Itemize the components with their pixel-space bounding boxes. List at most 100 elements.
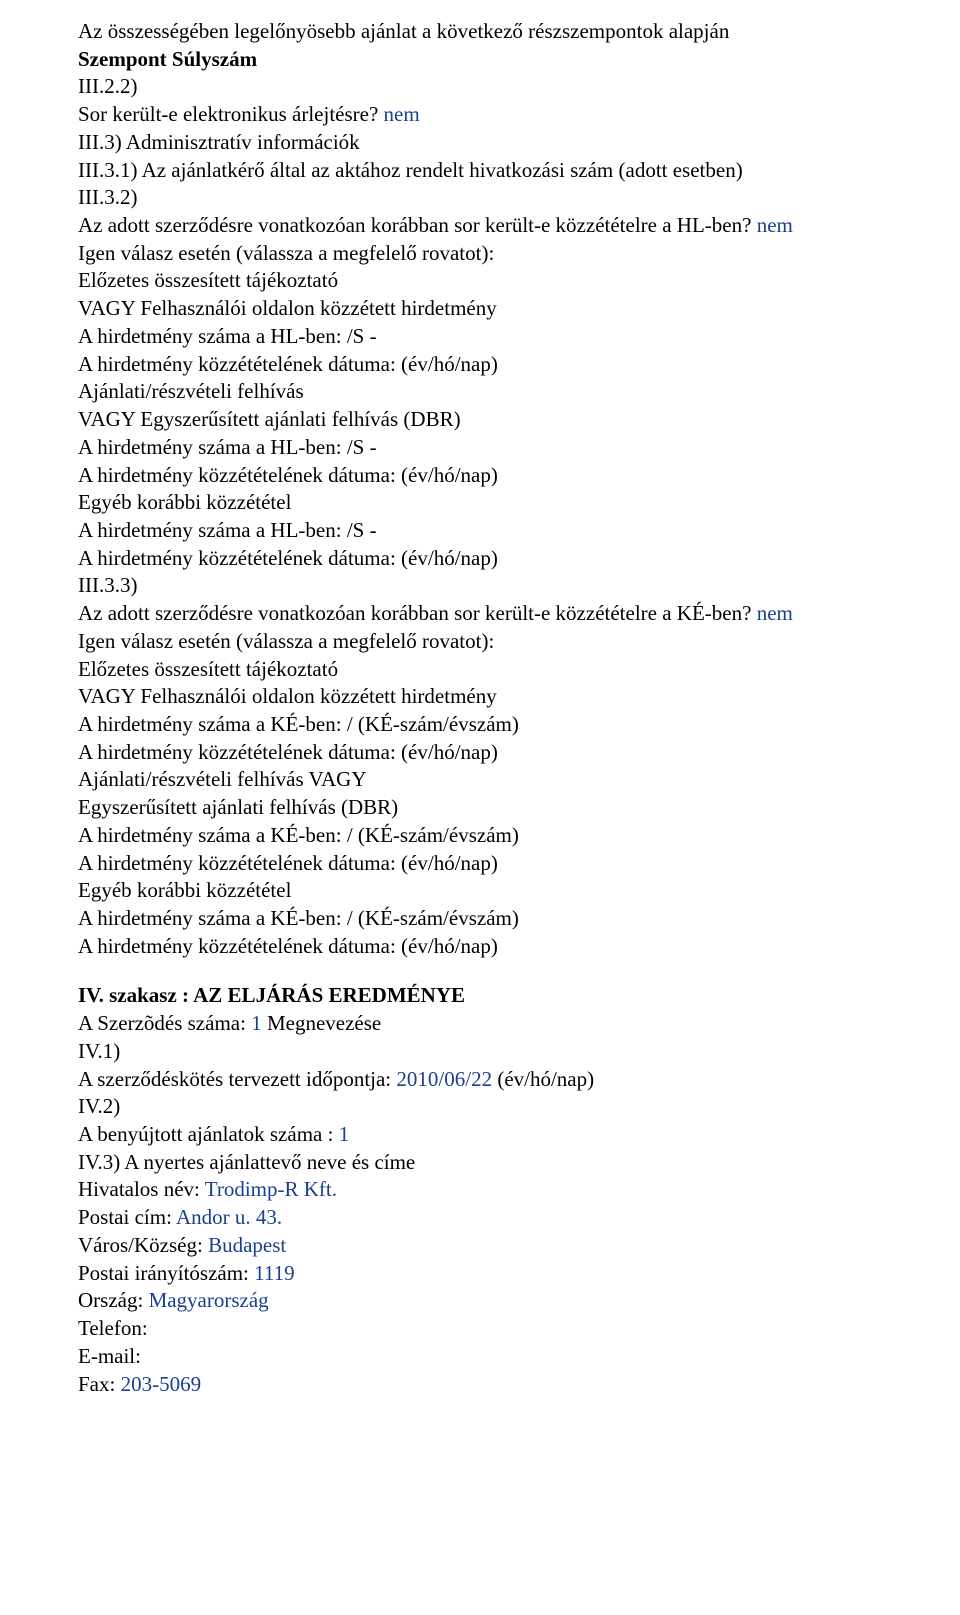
offer-count-line: A benyújtott ajánlatok száma : 1 — [78, 1121, 882, 1149]
value: Andor u. 43. — [176, 1205, 282, 1229]
text-line: A hirdetmény közzétételének dátuma: (év/… — [78, 351, 882, 379]
text-line: A hirdetmény közzétételének dátuma: (év/… — [78, 850, 882, 878]
text: Ajánlati/részvételi felhívás VAGY — [78, 767, 366, 791]
text: Az adott szerződésre vonatkozóan korábba… — [78, 601, 757, 625]
city-line: Város/Község: Budapest — [78, 1232, 882, 1260]
text-line: Ajánlati/részvételi felhívás — [78, 378, 882, 406]
section-spacer — [78, 960, 882, 982]
section-number: IV.1) — [78, 1038, 882, 1066]
text-line: A hirdetmény közzétételének dátuma: (év/… — [78, 739, 882, 767]
value: Trodimp-R Kft. — [205, 1177, 337, 1201]
text: Egyéb korábbi közzététel — [78, 490, 291, 514]
text-line: A hirdetmény száma a HL-ben: /S - — [78, 517, 882, 545]
text: IV.3) A nyertes ajánlattevő neve és címe — [78, 1150, 415, 1174]
text: Szempont Súlyszám — [78, 47, 257, 71]
text: A hirdetmény közzétételének dátuma: (év/… — [78, 546, 498, 570]
text: Előzetes összesített tájékoztató — [78, 268, 338, 292]
telephone-line: Telefon: — [78, 1315, 882, 1343]
contract-number-line: A Szerzõdés száma: 1 Megnevezése — [78, 1010, 882, 1038]
question-line: Sor került-e elektronikus árlejtésre? ne… — [78, 101, 882, 129]
text: Megnevezése — [262, 1011, 382, 1035]
section-number: IV.3) A nyertes ajánlattevő neve és címe — [78, 1149, 882, 1177]
text-line: Ajánlati/részvételi felhívás VAGY — [78, 766, 882, 794]
text-line: A hirdetmény száma a HL-ben: /S - — [78, 434, 882, 462]
country-line: Ország: Magyarország — [78, 1287, 882, 1315]
text-line: A hirdetmény közzétételének dátuma: (év/… — [78, 933, 882, 961]
section-number: III.2.2) — [78, 73, 882, 101]
text: Hivatalos név: — [78, 1177, 205, 1201]
text-line: Előzetes összesített tájékoztató — [78, 656, 882, 684]
text: III.3) Adminisztratív információk — [78, 130, 360, 154]
official-name-line: Hivatalos név: Trodimp-R Kft. — [78, 1176, 882, 1204]
text-line: A hirdetmény közzétételének dátuma: (év/… — [78, 462, 882, 490]
text-line: Egyéb korábbi közzététel — [78, 877, 882, 905]
text: III.3.1) Az ajánlatkérő által az aktához… — [78, 158, 743, 182]
text: Egyéb korábbi közzététel — [78, 878, 291, 902]
text: VAGY Egyszerűsített ajánlati felhívás (D… — [78, 407, 461, 431]
text: III.3.2) — [78, 185, 137, 209]
text: A szerződéskötés tervezett időpontja: — [78, 1067, 396, 1091]
text-line: III.3.1) Az ajánlatkérő által az aktához… — [78, 157, 882, 185]
text: A hirdetmény közzétételének dátuma: (év/… — [78, 851, 498, 875]
email-line: E-mail: — [78, 1343, 882, 1371]
contract-date-line: A szerződéskötés tervezett időpontja: 20… — [78, 1066, 882, 1094]
section-number: IV.2) — [78, 1093, 882, 1121]
text-line: VAGY Egyszerűsített ajánlati felhívás (D… — [78, 406, 882, 434]
text: VAGY Felhasználói oldalon közzétett hird… — [78, 296, 497, 320]
text: A hirdetmény közzétételének dátuma: (év/… — [78, 934, 498, 958]
text-line: A hirdetmény közzétételének dátuma: (év/… — [78, 545, 882, 573]
text: IV. szakasz : AZ ELJÁRÁS EREDMÉNYE — [78, 983, 465, 1007]
section-number: III.3.3) — [78, 572, 882, 600]
section-iv-heading: IV. szakasz : AZ ELJÁRÁS EREDMÉNYE — [78, 982, 882, 1010]
text: Az összességében legelőnyösebb ajánlat a… — [78, 19, 729, 43]
text: A hirdetmény száma a HL-ben: /S - — [78, 324, 377, 348]
text: Igen válasz esetén (válassza a megfelelő… — [78, 241, 494, 265]
value: 1119 — [254, 1261, 294, 1285]
fax-line: Fax: 203-5069 — [78, 1371, 882, 1399]
postal-code-line: Postai irányítószám: 1119 — [78, 1260, 882, 1288]
text: Előzetes összesített tájékoztató — [78, 657, 338, 681]
text: Postai irányítószám: — [78, 1261, 254, 1285]
text: Ajánlati/részvételi felhívás — [78, 379, 304, 403]
postal-address-line: Postai cím: Andor u. 43. — [78, 1204, 882, 1232]
text-line: A hirdetmény száma a KÉ-ben: / (KÉ-szám/… — [78, 905, 882, 933]
value: Budapest — [208, 1233, 286, 1257]
text: IV.2) — [78, 1094, 120, 1118]
text: A benyújtott ajánlatok száma : — [78, 1122, 339, 1146]
text: Ország: — [78, 1288, 149, 1312]
text: A hirdetmény száma a KÉ-ben: / (KÉ-szám/… — [78, 823, 519, 847]
text: Egyszerűsített ajánlati felhívás (DBR) — [78, 795, 398, 819]
question-line: Az adott szerződésre vonatkozóan korábba… — [78, 212, 882, 240]
text-line: Igen válasz esetén (válassza a megfelelő… — [78, 240, 882, 268]
text-line: VAGY Felhasználói oldalon közzétett hird… — [78, 295, 882, 323]
heading-szempont: Szempont Súlyszám — [78, 46, 882, 74]
text: VAGY Felhasználói oldalon közzétett hird… — [78, 684, 497, 708]
text: Város/Község: — [78, 1233, 208, 1257]
text: Telefon: — [78, 1316, 148, 1340]
answer-value: nem — [757, 213, 793, 237]
value: Magyarország — [149, 1288, 269, 1312]
value: 2010/06/22 — [396, 1067, 492, 1091]
text-line: A hirdetmény száma a HL-ben: /S - — [78, 323, 882, 351]
answer-value: nem — [384, 102, 420, 126]
text: A Szerzõdés száma: — [78, 1011, 251, 1035]
text: Fax: — [78, 1372, 121, 1396]
value: 1 — [339, 1122, 350, 1146]
text: A hirdetmény száma a HL-ben: /S - — [78, 435, 377, 459]
text: (év/hó/nap) — [492, 1067, 594, 1091]
text: A hirdetmény száma a HL-ben: /S - — [78, 518, 377, 542]
text: A hirdetmény közzétételének dátuma: (év/… — [78, 352, 498, 376]
text-line: Előzetes összesített tájékoztató — [78, 267, 882, 295]
question-line: Az adott szerződésre vonatkozóan korábba… — [78, 600, 882, 628]
text: III.2.2) — [78, 74, 137, 98]
text: Sor került-e elektronikus árlejtésre? — [78, 102, 384, 126]
answer-value: nem — [757, 601, 793, 625]
text-line: Igen válasz esetén (válassza a megfelelő… — [78, 628, 882, 656]
text-line: A hirdetmény száma a KÉ-ben: / (KÉ-szám/… — [78, 822, 882, 850]
section-number: III.3) Adminisztratív információk — [78, 129, 882, 157]
text-line: Egyszerűsített ajánlati felhívás (DBR) — [78, 794, 882, 822]
text: A hirdetmény közzétételének dátuma: (év/… — [78, 463, 498, 487]
text: Az adott szerződésre vonatkozóan korábba… — [78, 213, 757, 237]
text: Postai cím: — [78, 1205, 176, 1229]
section-number: III.3.2) — [78, 184, 882, 212]
